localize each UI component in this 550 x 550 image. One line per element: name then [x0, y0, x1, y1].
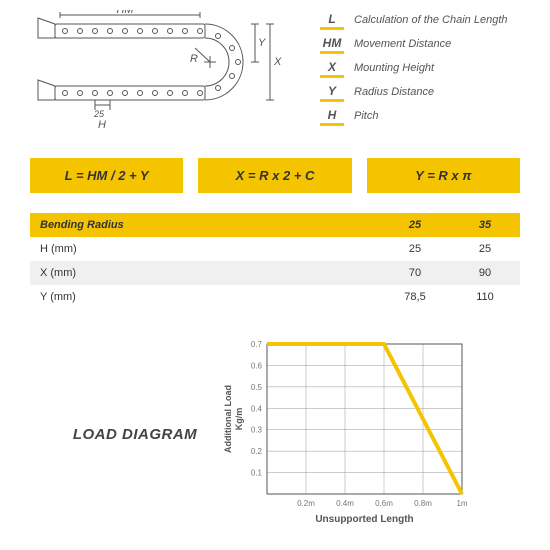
dim-r: R — [190, 53, 198, 65]
dim-hm: HM — [116, 10, 134, 16]
legend-sym: Y — [320, 82, 344, 102]
th-col: 35 — [450, 213, 520, 237]
svg-text:0.1: 0.1 — [251, 469, 263, 478]
svg-text:Additional LoadKg/m: Additional LoadKg/m — [223, 385, 244, 453]
formula: Y = R x π — [367, 158, 520, 193]
top-row: HM R Y X H 25 L Calculation of the Chain… — [30, 10, 520, 143]
svg-text:0.4m: 0.4m — [336, 499, 354, 508]
svg-text:1m: 1m — [457, 499, 468, 508]
legend-row: X Mounting Height — [320, 58, 520, 78]
svg-text:0.2m: 0.2m — [297, 499, 315, 508]
legend: L Calculation of the Chain Length HM Move… — [320, 10, 520, 130]
svg-text:0.5: 0.5 — [251, 383, 263, 392]
table-row: H (mm)2525 — [30, 237, 520, 261]
td-label: X (mm) — [30, 261, 380, 285]
legend-sym: H — [320, 106, 344, 126]
td-val: 70 — [380, 261, 450, 285]
dim-y: Y — [258, 37, 266, 49]
td-val: 78,5 — [380, 285, 450, 309]
table-row: X (mm)7090 — [30, 261, 520, 285]
svg-text:0.8m: 0.8m — [414, 499, 432, 508]
legend-row: L Calculation of the Chain Length — [320, 10, 520, 30]
td-val: 110 — [450, 285, 520, 309]
td-val: 25 — [380, 237, 450, 261]
load-diagram-section: LOAD DIAGRAM 0.2m 0.4m 0.6m 0.8m 1m 0.7 0.6 0.5… — [30, 334, 520, 534]
svg-text:0.6: 0.6 — [251, 361, 263, 370]
legend-txt: Radius Distance — [354, 86, 434, 98]
chain-diagram: HM R Y X H 25 — [30, 10, 300, 143]
svg-text:0.7: 0.7 — [251, 340, 263, 349]
svg-text:0.2: 0.2 — [251, 447, 263, 456]
legend-row: HM Movement Distance — [320, 34, 520, 54]
legend-sym: L — [320, 10, 344, 30]
td-label: Y (mm) — [30, 285, 380, 309]
svg-text:0.4: 0.4 — [251, 404, 263, 413]
legend-txt: Pitch — [354, 110, 378, 122]
td-val: 90 — [450, 261, 520, 285]
legend-txt: Calculation of the Chain Length — [354, 14, 508, 26]
formula-row: L = HM / 2 + Y X = R x 2 + C Y = R x π — [30, 158, 520, 193]
legend-txt: Mounting Height — [354, 62, 434, 74]
svg-text:0.6m: 0.6m — [375, 499, 393, 508]
dim-x: X — [273, 56, 282, 68]
td-val: 25 — [450, 237, 520, 261]
table-row: Y (mm)78,5110 — [30, 285, 520, 309]
th-col: 25 — [380, 213, 450, 237]
td-label: H (mm) — [30, 237, 380, 261]
svg-text:0.3: 0.3 — [251, 426, 263, 435]
bending-radius-table: Bending Radius2535 H (mm)2525X (mm)7090Y… — [30, 213, 520, 309]
load-diagram-title: LOAD DIAGRAM — [73, 426, 197, 443]
legend-sym: HM — [320, 34, 344, 54]
dim-h: H — [98, 119, 106, 131]
legend-sym: X — [320, 58, 344, 78]
legend-txt: Movement Distance — [354, 38, 451, 50]
dim-h25: 25 — [93, 109, 105, 119]
formula: X = R x 2 + C — [198, 158, 351, 193]
legend-row: H Pitch — [320, 106, 520, 126]
formula: L = HM / 2 + Y — [30, 158, 183, 193]
th-label: Bending Radius — [30, 213, 380, 237]
legend-row: Y Radius Distance — [320, 82, 520, 102]
svg-text:Unsupported Length: Unsupported Length — [315, 514, 413, 525]
